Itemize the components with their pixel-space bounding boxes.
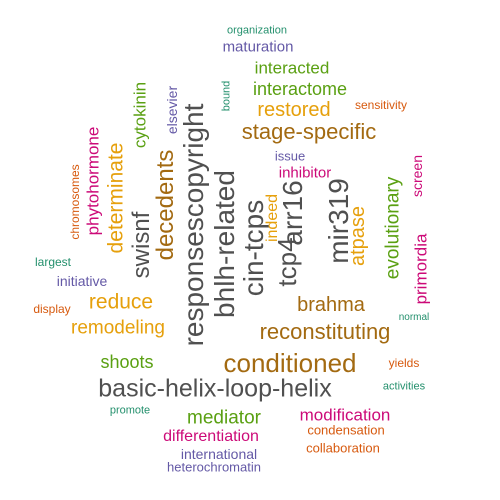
cloud-word-heterochromatin: heterochromatin [167,459,261,475]
cloud-word-initiative: initiative [56,273,108,289]
cloud-word-screen: screen [409,154,425,198]
cloud-word-chromosomes: chromosomes [68,164,82,240]
cloud-word-responsescopyright: responsescopyright [178,103,209,347]
cloud-word-restored: restored [257,99,331,121]
cloud-word-elsevier: elsevier [164,85,180,135]
cloud-word-stage-specific: stage-specific [241,119,377,144]
cloud-word-modification: modification [299,405,391,425]
cloud-word-bhlh-related: bhlh-related [209,170,240,318]
cloud-word-sensitivity: sensitivity [354,98,408,112]
cloud-word-remodeling: remodeling [71,317,165,339]
cloud-word-interactome: interactome [252,79,348,99]
cloud-word-promote: promote [109,404,151,417]
cloud-word-mediator: mediator [187,407,261,429]
cloud-word-reconstituting: reconstituting [259,319,391,344]
cloud-word-determinate: determinate [104,142,128,254]
cloud-word-activities: activities [382,380,426,393]
cloud-word-cytokinin: cytokinin [130,81,150,149]
cloud-word-phytohormone: phytohormone [83,126,103,236]
cloud-word-reduce: reduce [88,290,154,314]
cloud-word-organization: organization [227,24,287,37]
cloud-word-indeed: indeed [264,193,281,243]
cloud-word-atpase: atpase [347,205,369,267]
cloud-word-swisnf: swisnf [128,211,155,279]
cloud-word-shoots: shoots [100,352,154,372]
cloud-word-display: display [33,302,71,316]
cloud-word-brahma: brahma [297,294,365,316]
cloud-word-largest: largest [34,255,72,269]
cloud-word-issue: issue [274,148,306,164]
cloud-word-condensation: condensation [307,422,385,438]
cloud-word-evolutionary: evolutionary [382,176,404,280]
cloud-word-maturation: maturation [222,38,294,56]
cloud-word-international: international [180,446,258,462]
cloud-word-normal: normal [398,312,430,323]
cloud-word-primordia: primordia [411,233,431,305]
cloud-word-bound: bound [220,80,233,112]
cloud-word-conditioned: conditioned [223,348,357,378]
cloud-word-yields: yields [388,356,420,370]
cloud-word-differentiation: differentiation [163,428,259,445]
cloud-word-decedents: decedents [152,149,179,261]
cloud-word-inhibitor: inhibitor [278,164,332,182]
cloud-word-basic-helix-loop-helix: basic-helix-loop-helix [98,374,332,403]
cloud-word-interacted: interacted [254,58,330,78]
cloud-word-arr16: arr16 [277,180,308,246]
cloud-word-collaboration: collaboration [306,440,380,456]
